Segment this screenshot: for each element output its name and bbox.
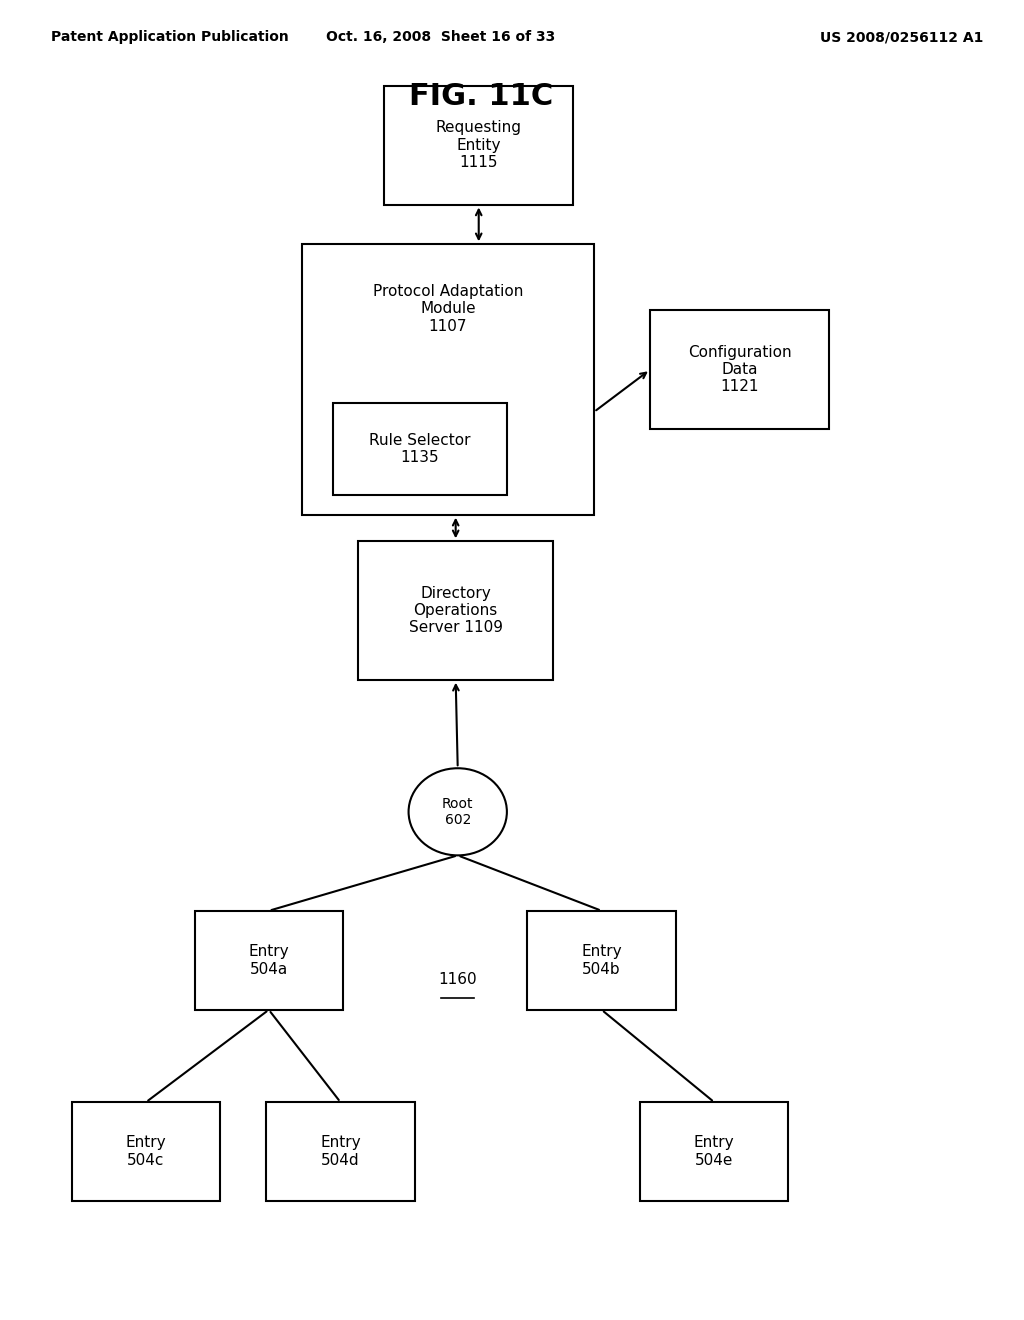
Text: Rule Selector
1135: Rule Selector 1135 (369, 433, 471, 465)
Text: US 2008/0256112 A1: US 2008/0256112 A1 (819, 30, 983, 45)
Text: Patent Application Publication: Patent Application Publication (51, 30, 289, 45)
Text: Entry
504b: Entry 504b (582, 944, 622, 977)
FancyBboxPatch shape (650, 310, 829, 429)
Text: Entry
504e: Entry 504e (694, 1135, 734, 1168)
FancyBboxPatch shape (640, 1102, 788, 1201)
Text: Entry
504c: Entry 504c (126, 1135, 166, 1168)
Text: Oct. 16, 2008  Sheet 16 of 33: Oct. 16, 2008 Sheet 16 of 33 (326, 30, 555, 45)
FancyBboxPatch shape (266, 1102, 415, 1201)
Text: Root
602: Root 602 (442, 797, 473, 826)
FancyBboxPatch shape (302, 244, 594, 515)
Text: Requesting
Entity
1115: Requesting Entity 1115 (436, 120, 521, 170)
Text: Configuration
Data
1121: Configuration Data 1121 (688, 345, 792, 395)
FancyBboxPatch shape (384, 86, 573, 205)
Text: Directory
Operations
Server 1109: Directory Operations Server 1109 (409, 586, 503, 635)
Ellipse shape (409, 768, 507, 855)
FancyBboxPatch shape (333, 403, 507, 495)
FancyBboxPatch shape (72, 1102, 220, 1201)
Text: Entry
504a: Entry 504a (249, 944, 289, 977)
Text: FIG. 11C: FIG. 11C (410, 82, 553, 111)
FancyBboxPatch shape (358, 541, 553, 680)
Text: Entry
504d: Entry 504d (321, 1135, 360, 1168)
Text: Protocol Adaptation
Module
1107: Protocol Adaptation Module 1107 (373, 284, 523, 334)
Text: 1160: 1160 (438, 972, 477, 987)
FancyBboxPatch shape (195, 911, 343, 1010)
FancyBboxPatch shape (527, 911, 676, 1010)
